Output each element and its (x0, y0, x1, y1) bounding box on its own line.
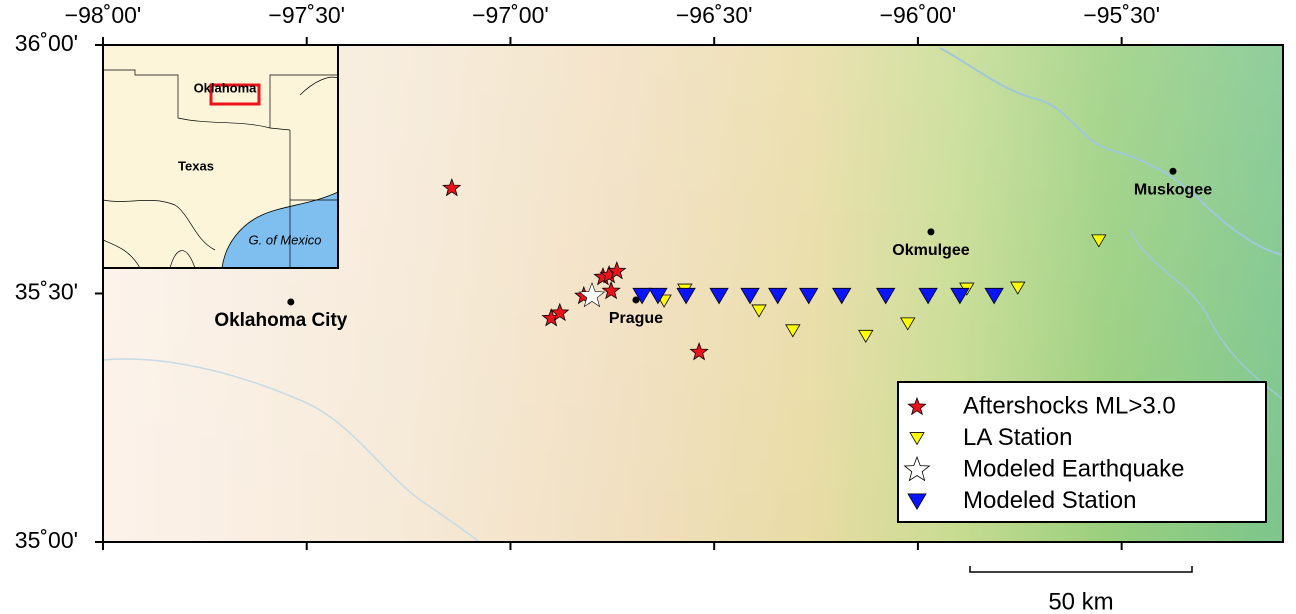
legend-label: LA Station (963, 424, 1072, 451)
inset-map: Oklahoma Texas G. of Mexico (102, 44, 339, 269)
marker-triangle (1091, 234, 1107, 248)
marker-bigtriangle (832, 287, 852, 305)
legend-label: Modeled Earthquake (963, 455, 1184, 482)
x-tick-label: −96˚30' (676, 2, 753, 28)
marker-star (601, 280, 621, 300)
legend-label: Aftershocks ML>3.0 (963, 392, 1176, 419)
city-label: Muskogee (1134, 181, 1212, 198)
legend-symbol (903, 455, 931, 482)
city-marker (1169, 167, 1177, 175)
marker-bigtriangle (740, 287, 760, 305)
marker-bigtriangle (648, 287, 668, 305)
marker-triangle (1010, 281, 1026, 295)
legend-symbol (909, 432, 925, 446)
marker-bigtriangle (918, 287, 938, 305)
scale-bar: 50 km (969, 566, 1193, 614)
marker-bigtriangle (950, 287, 970, 305)
marker-bigtriangle (709, 287, 729, 305)
legend-entries: Aftershocks ML>3.0 LA Station Modeled Eart… (903, 392, 1184, 514)
marker-bigstar (578, 282, 606, 308)
inset-label: Texas (178, 158, 214, 173)
city-label: Okmulgee (892, 242, 969, 259)
marker-bigtriangle (799, 287, 819, 305)
marker-star (550, 302, 570, 322)
x-tick-label: −98˚00' (65, 2, 142, 28)
marker-star (689, 341, 709, 361)
marker-triangle (900, 317, 916, 331)
inset-study-area (209, 83, 261, 106)
city-marker (927, 228, 935, 236)
river (1129, 229, 1284, 401)
inset-borders (102, 69, 339, 269)
legend (897, 381, 1267, 523)
marker-triangle (785, 324, 801, 338)
legend-symbol (907, 493, 927, 510)
x-tick-label: −95˚30' (1083, 2, 1160, 28)
river (939, 47, 1284, 256)
city-marker (632, 296, 640, 304)
x-tick-label: −97˚30' (268, 2, 345, 28)
legend-symbol (907, 396, 927, 416)
city-label: Prague (609, 310, 663, 327)
marker-bigtriangle (676, 287, 696, 305)
city-label: Oklahoma City (214, 310, 347, 331)
y-tick-label: 35˚30' (15, 279, 78, 305)
marker-bigtriangle (632, 287, 652, 305)
x-tick-label: −96˚00' (880, 2, 957, 28)
inset-gulf (221, 191, 339, 269)
inset-label: G. of Mexico (249, 232, 322, 247)
y-tick-label: 36˚00' (15, 30, 78, 56)
scale-bar-line (969, 566, 1193, 573)
marker-triangle (858, 329, 874, 343)
scale-bar-label: 50 km (1048, 588, 1113, 614)
marker-bigtriangle (984, 287, 1004, 305)
city-marker (287, 298, 295, 306)
legend-label: Modeled Station (963, 487, 1136, 514)
data-layer: Oklahoma City Prague Okmulgee Muskogee (214, 167, 1212, 361)
marker-triangle (751, 304, 767, 318)
river (102, 358, 481, 543)
x-tick-label: −97˚00' (472, 2, 549, 28)
marker-star (607, 260, 627, 280)
marker-bigtriangle (768, 287, 788, 305)
y-tick-label: 35˚00' (15, 527, 78, 553)
marker-bigtriangle (876, 287, 896, 305)
marker-star (442, 177, 462, 197)
inset-label: Oklahoma (194, 80, 258, 95)
